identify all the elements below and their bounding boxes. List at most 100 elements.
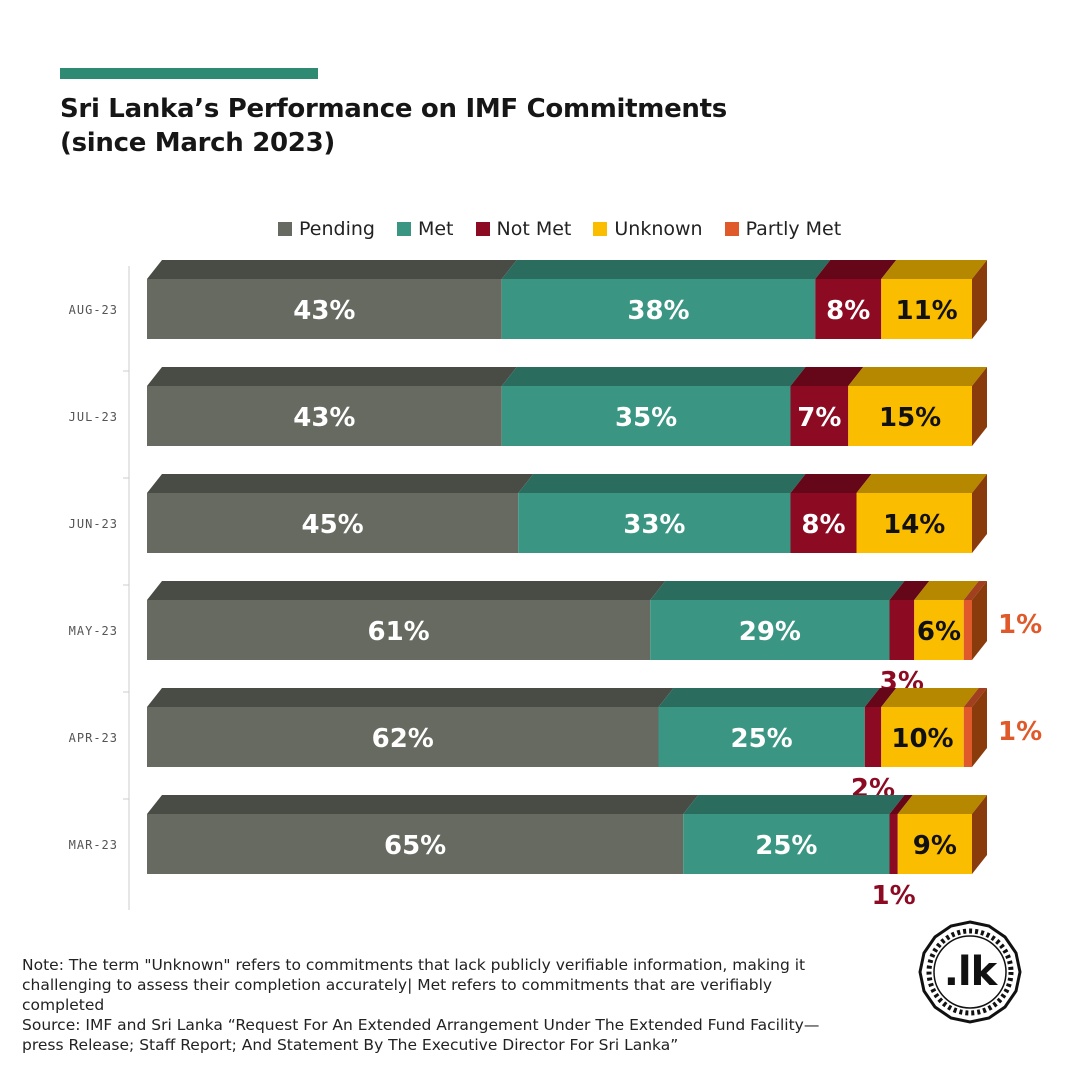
bar-met-aug-23 bbox=[501, 279, 816, 339]
data-label-not-met-jun-23: 8% bbox=[801, 510, 845, 540]
bar-partly-met-may-23 bbox=[963, 600, 972, 660]
bar-not-met-may-23 bbox=[889, 600, 915, 660]
bar-top-pending-aug-23 bbox=[147, 260, 517, 279]
bar-side-aug-23 bbox=[972, 260, 987, 339]
data-label-unknown-jun-23: 14% bbox=[883, 510, 945, 540]
bar-met-mar-23 bbox=[683, 814, 890, 874]
data-label-not-met-jul-23: 7% bbox=[797, 403, 841, 433]
bar-top-not-met-mar-23 bbox=[889, 795, 913, 814]
data-label-pending-may-23: 61% bbox=[368, 617, 430, 647]
legend-swatch-partly-met bbox=[724, 222, 739, 236]
legend-label-pending: Pending bbox=[299, 218, 375, 240]
bar-pending-mar-23 bbox=[147, 814, 684, 874]
bar-unknown-mar-23 bbox=[897, 814, 972, 874]
data-label-unknown-may-23: 6% bbox=[917, 617, 961, 647]
bar-pending-may-23 bbox=[147, 600, 651, 660]
bar-top-not-met-may-23 bbox=[889, 581, 930, 600]
data-label-unknown-apr-23: 10% bbox=[891, 724, 953, 754]
bar-top-unknown-jun-23 bbox=[856, 474, 987, 493]
bar-top-pending-jul-23 bbox=[147, 367, 517, 386]
data-label-not-met-mar-23: 1% bbox=[872, 881, 916, 911]
data-label-pending-jun-23: 45% bbox=[302, 510, 364, 540]
bar-top-partly-met-may-23 bbox=[963, 581, 987, 600]
bar-met-apr-23 bbox=[658, 707, 865, 767]
bar-partly-met-apr-23 bbox=[963, 707, 972, 767]
legend-swatch-pending bbox=[278, 222, 292, 236]
legend-item-met: Met bbox=[396, 218, 454, 240]
category-label-apr-23: APR-23 bbox=[69, 731, 118, 745]
bar-top-not-met-jun-23 bbox=[790, 474, 872, 493]
data-label-met-apr-23: 25% bbox=[731, 724, 793, 754]
bar-top-unknown-aug-23 bbox=[881, 260, 987, 279]
legend-item-not-met: Not Met bbox=[475, 218, 572, 240]
bar-top-met-apr-23 bbox=[658, 688, 880, 707]
data-label-pending-jul-23: 43% bbox=[293, 403, 355, 433]
note-text: Note: The term "Unknown" refers to commi… bbox=[22, 956, 806, 1014]
title-accent-rule bbox=[60, 68, 318, 79]
legend-label-met: Met bbox=[417, 218, 454, 240]
data-label-partly-met-may-23: 1% bbox=[998, 610, 1042, 640]
data-label-met-jul-23: 35% bbox=[615, 403, 677, 433]
legend-swatch-unknown bbox=[593, 222, 608, 236]
bar-top-pending-may-23 bbox=[147, 581, 666, 600]
bar-side-may-23 bbox=[972, 581, 987, 660]
bar-met-jun-23 bbox=[518, 493, 791, 553]
data-label-unknown-aug-23: 11% bbox=[896, 296, 958, 326]
bar-not-met-mar-23 bbox=[889, 814, 898, 874]
bar-not-met-apr-23 bbox=[864, 707, 882, 767]
bar-top-met-jun-23 bbox=[518, 474, 806, 493]
category-label-mar-23: MAR-23 bbox=[69, 838, 118, 852]
data-label-met-mar-23: 25% bbox=[755, 831, 817, 861]
lk-logo-badge-icon bbox=[918, 920, 1022, 1024]
bar-unknown-aug-23 bbox=[881, 279, 972, 339]
lk-logo-text: .lk bbox=[943, 949, 998, 995]
legend-label-partly-met: Partly Met bbox=[745, 218, 842, 240]
bar-top-pending-apr-23 bbox=[147, 688, 674, 707]
chart-title-line-2: (since March 2023) bbox=[60, 128, 335, 158]
bar-top-unknown-may-23 bbox=[914, 581, 979, 600]
category-label-jul-23: JUL-23 bbox=[69, 410, 118, 424]
data-label-met-aug-23: 38% bbox=[627, 296, 689, 326]
bar-not-met-jun-23 bbox=[790, 493, 857, 553]
bar-top-partly-met-apr-23 bbox=[963, 688, 987, 707]
data-label-partly-met-apr-23: 1% bbox=[998, 717, 1042, 747]
data-label-pending-aug-23: 43% bbox=[293, 296, 355, 326]
legend-label-unknown: Unknown bbox=[614, 218, 703, 240]
bar-unknown-apr-23 bbox=[881, 707, 964, 767]
bar-top-unknown-apr-23 bbox=[881, 688, 979, 707]
bar-top-met-jul-23 bbox=[501, 367, 806, 386]
bar-pending-jun-23 bbox=[147, 493, 519, 553]
category-label-may-23: MAY-23 bbox=[69, 624, 118, 638]
bar-top-met-mar-23 bbox=[683, 795, 905, 814]
data-label-pending-apr-23: 62% bbox=[372, 724, 434, 754]
bar-met-jul-23 bbox=[501, 386, 791, 446]
data-label-met-may-23: 29% bbox=[739, 617, 801, 647]
chart-title: Sri Lanka’s Performance on IMF Commitmen… bbox=[60, 92, 727, 160]
data-label-met-jun-23: 33% bbox=[623, 510, 685, 540]
legend-swatch-not-met bbox=[475, 222, 490, 236]
bar-pending-apr-23 bbox=[147, 707, 659, 767]
bar-unknown-jul-23 bbox=[848, 386, 972, 446]
bar-side-mar-23 bbox=[972, 795, 987, 874]
chart-notes: Note: The term "Unknown" refers to commi… bbox=[22, 955, 822, 1055]
category-label-aug-23: AUG-23 bbox=[69, 303, 118, 317]
bar-met-may-23 bbox=[650, 600, 890, 660]
legend-item-partly-met: Partly Met bbox=[724, 218, 842, 240]
legend-swatch-met bbox=[396, 222, 411, 236]
legend-item-pending: Pending bbox=[278, 218, 375, 240]
bar-unknown-jun-23 bbox=[856, 493, 972, 553]
bar-not-met-aug-23 bbox=[815, 279, 882, 339]
bar-top-pending-mar-23 bbox=[147, 795, 699, 814]
bar-pending-aug-23 bbox=[147, 279, 502, 339]
legend-item-unknown: Unknown bbox=[593, 218, 703, 240]
bar-unknown-may-23 bbox=[914, 600, 964, 660]
bar-top-pending-jun-23 bbox=[147, 474, 534, 493]
chart-title-line-1: Sri Lanka’s Performance on IMF Commitmen… bbox=[60, 94, 727, 124]
data-label-pending-mar-23: 65% bbox=[384, 831, 446, 861]
bar-side-jun-23 bbox=[972, 474, 987, 553]
legend-label-not-met: Not Met bbox=[496, 218, 572, 240]
bar-side-jul-23 bbox=[972, 367, 987, 446]
source-text: Source: IMF and Sri Lanka “Request For A… bbox=[22, 1016, 820, 1054]
bar-side-apr-23 bbox=[972, 688, 987, 767]
